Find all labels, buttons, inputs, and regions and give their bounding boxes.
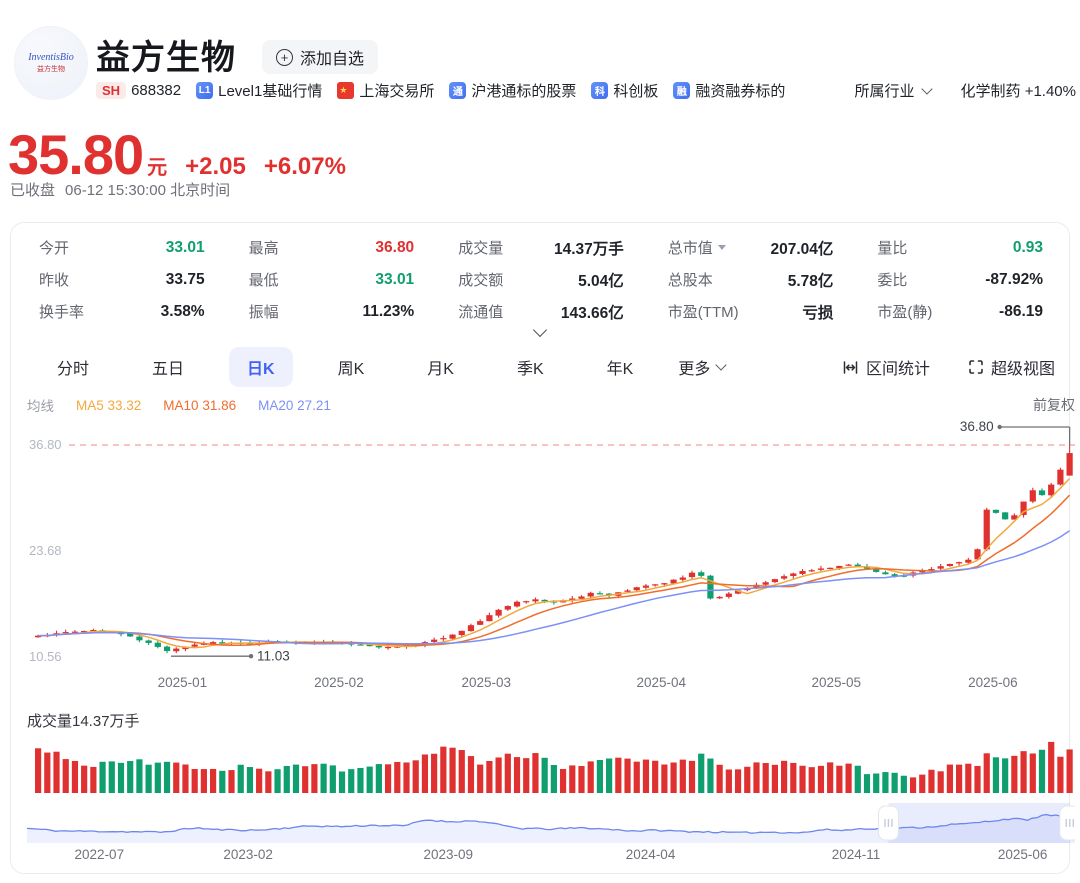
- svg-text:2025-03: 2025-03: [462, 675, 512, 690]
- date-range-navigator[interactable]: 2022-07 2023-02 2023-09 2024-04 2024-11 2025-…: [27, 803, 1075, 865]
- stats-expander-button[interactable]: [532, 322, 548, 340]
- svg-text:2022-07: 2022-07: [75, 847, 125, 862]
- market-status: 已收盘 06-12 15:30:00 北京时间: [10, 179, 230, 200]
- logo-subtext: 益方生物: [37, 66, 65, 73]
- range-stat-icon: [843, 360, 858, 374]
- stat-pe-ttm: 市盈(TTM) 亏损: [667, 304, 834, 322]
- industry-dropdown[interactable]: 所属行业 化学制药 +1.40%: [855, 80, 1076, 101]
- stock-name: 益方生物: [96, 39, 236, 77]
- level1-icon: L1: [196, 82, 214, 99]
- badge-hk-connect: 通 沪港通标的股票: [449, 80, 576, 101]
- stat-high: 最高 36.80: [248, 238, 415, 258]
- price-block: 35.80 元 +2.05 +6.07%: [8, 122, 346, 187]
- svg-text:2025-05: 2025-05: [811, 675, 861, 690]
- current-price: 35.80: [8, 123, 144, 186]
- volume-title: 成交量14.37万手: [27, 713, 140, 730]
- svg-text:23.68: 23.68: [29, 543, 62, 558]
- tab-5day[interactable]: 五日: [152, 361, 185, 378]
- volume-chart[interactable]: [27, 735, 1075, 799]
- stat-float-cap: 流通值 143.66亿: [458, 304, 624, 322]
- svg-text:2025-06: 2025-06: [998, 847, 1048, 862]
- tab-yearly-k[interactable]: 年K: [606, 361, 634, 378]
- status-time: 06-12 15:30:00 北京时间: [65, 182, 231, 199]
- tab-daily-k[interactable]: 日K: [229, 347, 293, 387]
- tab-weekly-k[interactable]: 周K: [337, 361, 365, 378]
- ma10-value: MA10 31.86: [163, 397, 237, 413]
- badge-star-market: 科 科创板: [591, 80, 658, 101]
- super-view-icon: [969, 360, 983, 374]
- svg-text:2023-09: 2023-09: [424, 847, 474, 862]
- sh-tag: SH: [96, 82, 127, 99]
- navigator-handle: [877, 805, 899, 841]
- badge-exchange-code: SH 688382: [96, 82, 181, 99]
- svg-text:2024-04: 2024-04: [626, 847, 676, 862]
- chevron-down-icon: [920, 82, 933, 95]
- navigator-handle: [1059, 805, 1075, 841]
- stat-pe-static: 市盈(静) -86.19: [877, 302, 1043, 322]
- add-watchlist-button[interactable]: + 添加自选: [262, 40, 379, 74]
- tong-icon: 通: [449, 82, 467, 99]
- tab-minute[interactable]: 分时: [57, 361, 90, 378]
- stat-turnover-rate: 换手率 3.58%: [39, 302, 205, 322]
- quote-card: 今开 33.01 最高 36.80 成交量 14.37万手 总市值 207.04亿 量比…: [10, 222, 1075, 874]
- adjust-mode-toggle[interactable]: 前复权: [1033, 397, 1075, 413]
- stat-volume-ratio: 量比 0.93: [877, 238, 1043, 258]
- svg-text:2025-06: 2025-06: [968, 675, 1018, 690]
- industry-label: 所属行业: [854, 83, 915, 100]
- logo-text: InventisBio: [28, 52, 74, 63]
- ma20-value: MA20 27.21: [258, 397, 331, 413]
- badge-level1: L1 Level1基础行情: [196, 80, 322, 101]
- svg-text:36.80: 36.80: [29, 437, 62, 452]
- rong-icon: 融: [673, 82, 691, 99]
- status-closed: 已收盘: [10, 182, 56, 199]
- company-logo: InventisBio 益方生物: [14, 26, 88, 100]
- super-view-button[interactable]: 超级视图: [968, 355, 1055, 379]
- stat-volume: 成交量 14.37万手: [458, 240, 624, 258]
- ma-legend: 均线 MA5 33.32 MA10 31.86 MA20 27.21 前复权: [27, 395, 1075, 415]
- add-watchlist-label: 添加自选: [300, 51, 365, 68]
- price-change: +2.05: [185, 153, 246, 180]
- industry-value[interactable]: 化学制药 +1.40%: [960, 83, 1076, 100]
- badge-row: SH 688382 L1 Level1基础行情 ★ 上海交易所 通 沪港通标的股…: [96, 80, 785, 101]
- plus-circle-icon: +: [276, 48, 293, 66]
- svg-text:36.80: 36.80: [960, 419, 994, 434]
- caret-down-icon[interactable]: [717, 245, 726, 250]
- tab-quarterly-k[interactable]: 季K: [516, 361, 544, 378]
- svg-text:11.03: 11.03: [257, 649, 290, 664]
- badge-shanghai-exchange: ★ 上海交易所: [337, 82, 435, 100]
- stat-market-cap[interactable]: 总市值 207.04亿: [667, 240, 834, 258]
- china-flag-icon: ★: [337, 82, 355, 99]
- candlestick-chart[interactable]: 36.80 23.68 10.56 11.03 36.80 2025-01 2025-02 2…: [27, 411, 1075, 701]
- svg-text:2025-04: 2025-04: [637, 675, 687, 690]
- range-stat-button[interactable]: 区间统计: [842, 355, 930, 379]
- svg-text:10.56: 10.56: [29, 649, 62, 664]
- svg-text:2025-02: 2025-02: [314, 675, 364, 690]
- price-unit: 元: [147, 157, 168, 179]
- stat-bid-ratio: 委比 -87.92%: [877, 270, 1043, 290]
- more-dropdown[interactable]: 更多: [678, 355, 728, 379]
- stat-prev-close: 昨收 33.75: [39, 270, 205, 290]
- badge-margin-trading: 融 融资融券标的: [673, 80, 785, 101]
- chart-tabs: 分时 五日 日K 周K 月K 季K 年K 更多 区间统计 超级视图: [39, 347, 1055, 387]
- stock-code: 688382: [131, 82, 182, 99]
- stat-turnover-amount: 成交额 5.04亿: [458, 272, 624, 290]
- stats-grid: 今开 33.01 最高 36.80 成交量 14.37万手 总市值 207.04亿 量比…: [39, 237, 1043, 322]
- stat-open: 今开 33.01: [39, 238, 205, 258]
- ke-icon: 科: [591, 82, 609, 99]
- stat-total-shares: 总股本 5.78亿: [667, 272, 834, 290]
- stat-low: 最低 33.01: [248, 270, 415, 290]
- svg-text:2024-11: 2024-11: [832, 847, 881, 862]
- chevron-down-icon: [715, 359, 728, 371]
- svg-text:2023-02: 2023-02: [223, 847, 273, 862]
- stat-amplitude: 振幅 11.23%: [248, 302, 415, 322]
- chevron-down-icon: [532, 322, 548, 338]
- ma5-value: MA5 33.32: [76, 397, 142, 413]
- tab-monthly-k[interactable]: 月K: [427, 361, 454, 378]
- price-change-percent: +6.07%: [263, 153, 346, 180]
- svg-text:2025-01: 2025-01: [158, 675, 208, 690]
- ma-label: 均线: [27, 399, 54, 414]
